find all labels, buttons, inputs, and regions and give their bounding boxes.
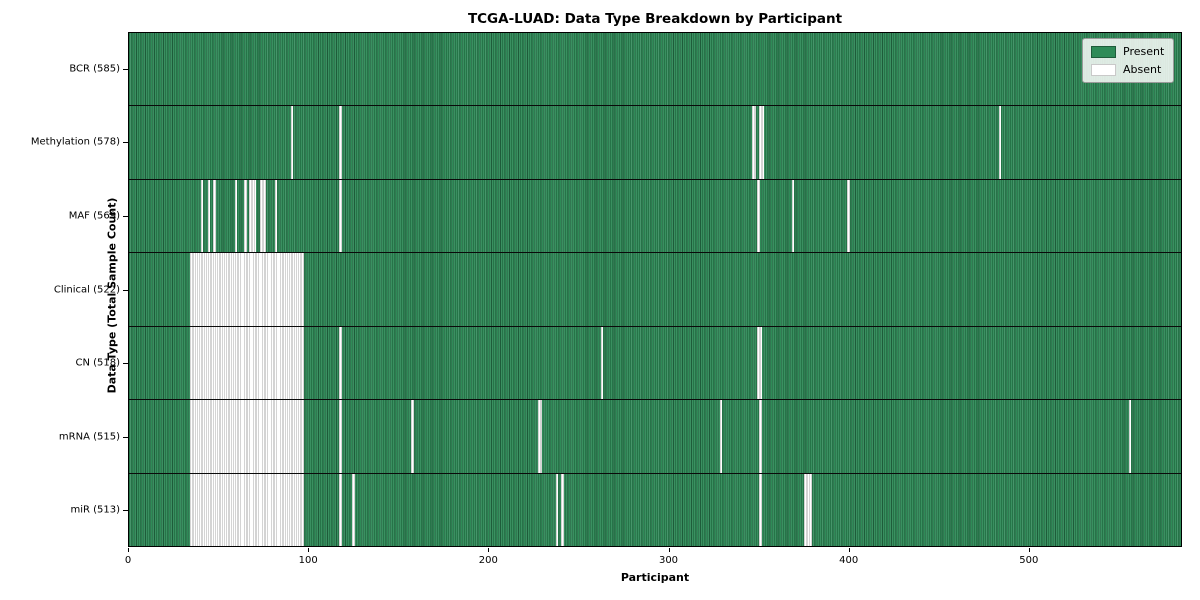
x-tick-mark (1028, 548, 1030, 552)
row-maf (129, 178, 1181, 253)
y-tick-mark (123, 436, 128, 438)
absent-stripe (719, 400, 723, 473)
absent-stripe (998, 106, 1002, 179)
y-tick-label-maf: MAF (569) (68, 210, 120, 222)
x-tick-label-0: 0 (124, 555, 132, 566)
x-axis-label: Participant (620, 571, 690, 584)
absent-stripe (189, 326, 305, 400)
x-tick-label-300: 300 (658, 555, 679, 566)
y-tick-mark (123, 289, 128, 291)
absent-stripe (759, 106, 764, 179)
y-tick-label-mrna: mRNA (515) (58, 431, 120, 443)
absent-stripe (759, 473, 762, 546)
absent-stripe (352, 473, 355, 546)
absent-stripe (757, 179, 760, 253)
row-methylation (129, 105, 1181, 179)
absent-stripe (243, 179, 247, 253)
absent-stripe (207, 179, 211, 253)
absent-stripe (791, 179, 795, 253)
row-bcr (129, 33, 1181, 106)
y-tick-mark (123, 215, 128, 217)
absent-stripe (339, 179, 342, 253)
absent-stripe (290, 106, 294, 179)
absent-swatch-icon (1091, 63, 1116, 76)
absent-stripe (561, 473, 564, 546)
absent-stripe (189, 473, 305, 546)
absent-stripe (759, 400, 762, 473)
y-tick-label-methylation: Methylation (578) (30, 136, 120, 148)
absent-stripe (339, 326, 342, 400)
row-mir (129, 472, 1181, 546)
absent-stripe (1128, 400, 1132, 473)
absent-stripe (200, 179, 204, 253)
x-tick-mark (128, 548, 129, 552)
x-tick-label-200: 200 (478, 555, 498, 566)
plot-area (128, 32, 1182, 547)
absent-stripe (757, 326, 762, 400)
y-tick-label-bcr: BCR (585) (69, 63, 120, 75)
legend-absent-label: Absent (1123, 63, 1162, 76)
present-swatch-icon (1091, 45, 1116, 58)
absent-stripe (751, 106, 757, 179)
row-clinical (129, 252, 1181, 326)
absent-stripe (189, 253, 305, 326)
absent-stripe (260, 179, 267, 253)
absent-stripe (847, 179, 851, 253)
absent-stripe (339, 106, 342, 179)
absent-stripe (189, 400, 305, 473)
legend: Present Absent (1082, 38, 1174, 83)
absent-stripe (537, 400, 542, 473)
x-tick-mark (848, 548, 850, 552)
absent-stripe (274, 179, 278, 253)
y-tick-label-clinical: Clinical (522) (53, 284, 120, 295)
y-tick-mark (123, 68, 128, 70)
absent-stripe (411, 400, 415, 473)
x-tick-label-100: 100 (298, 555, 318, 566)
x-tick-label-500: 500 (1019, 555, 1039, 566)
absent-stripe (213, 179, 216, 253)
absent-stripe (234, 179, 238, 253)
absent-stripe (804, 473, 813, 546)
absent-stripe (339, 473, 342, 546)
absent-stripe (555, 473, 559, 546)
y-tick-label-cn: CN (518) (75, 357, 120, 369)
absent-stripe (600, 326, 604, 400)
legend-entry-absent: Absent (1091, 63, 1165, 76)
x-tick-mark (488, 548, 490, 552)
row-mrna (129, 399, 1181, 473)
absent-stripe (249, 179, 256, 253)
legend-present-label: Present (1123, 45, 1165, 58)
row-cn (129, 325, 1181, 400)
y-tick-label-mir: miR (513) (70, 504, 120, 516)
y-tick-mark (123, 142, 128, 144)
x-tick-mark (668, 548, 670, 552)
y-axis-label: Data Type (Total Sample Count) (105, 197, 119, 394)
legend-entry-present: Present (1091, 45, 1165, 58)
x-tick-mark (308, 548, 310, 552)
chart-title: TCGA-LUAD: Data Type Breakdown by Partic… (467, 11, 843, 27)
x-tick-label-400: 400 (839, 555, 859, 566)
absent-stripe (339, 400, 342, 473)
y-tick-mark (123, 510, 128, 512)
y-tick-mark (123, 363, 128, 365)
